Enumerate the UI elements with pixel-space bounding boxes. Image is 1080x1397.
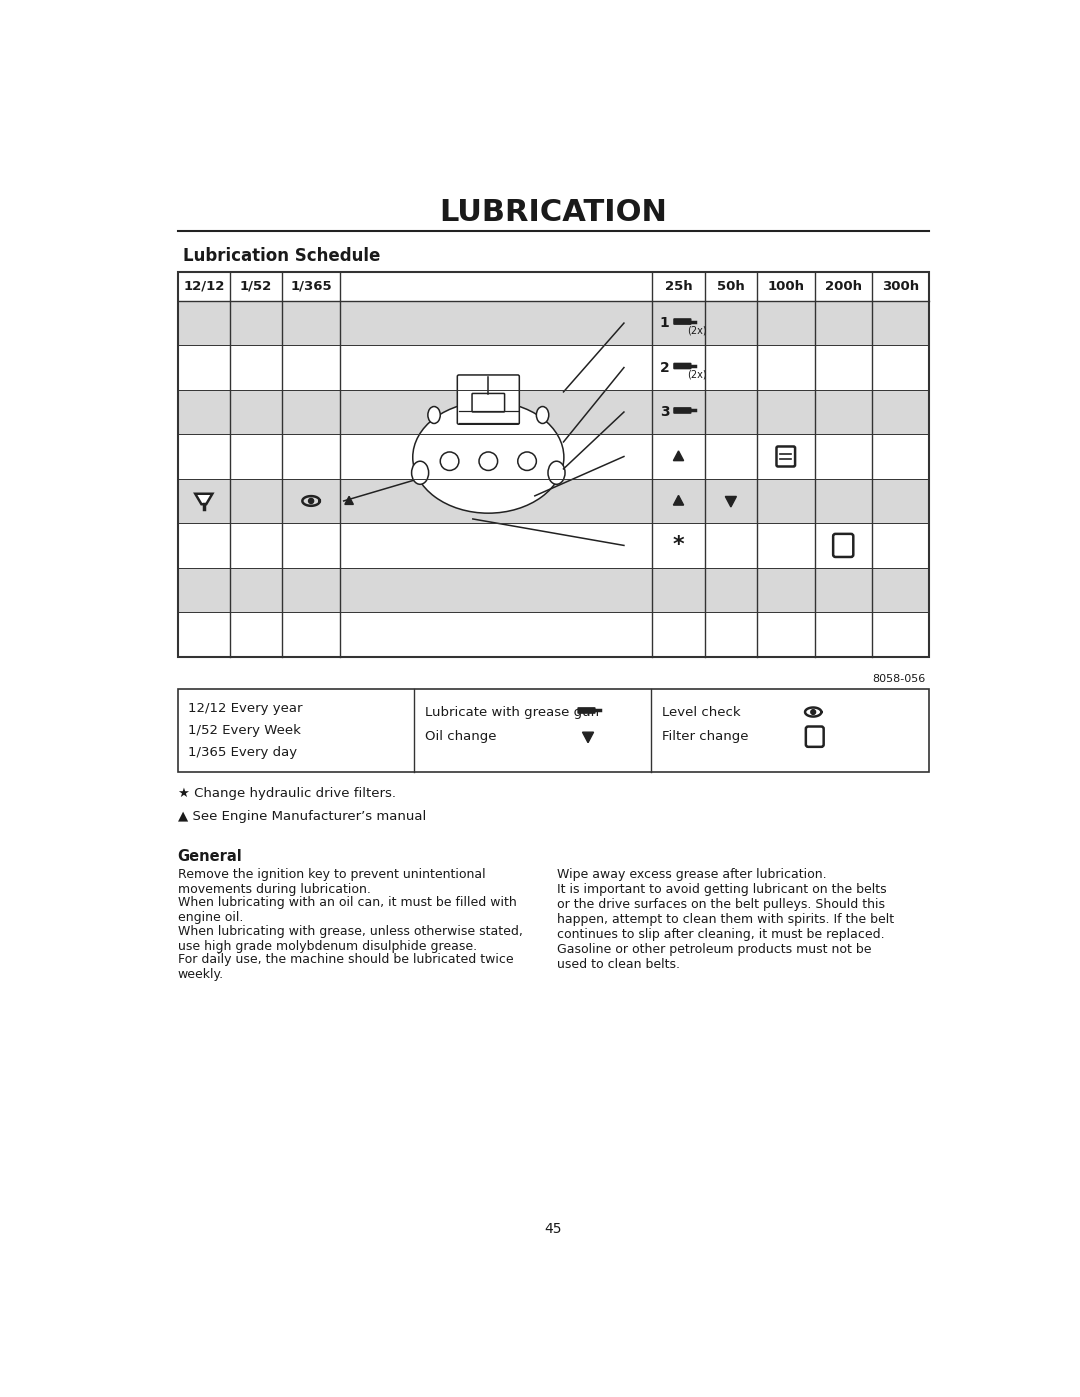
Polygon shape [674,451,684,461]
Bar [177,689,930,773]
Text: Lubrication Schedule: Lubrication Schedule [183,247,380,265]
Text: 3: 3 [660,405,670,419]
Text: ▲ See Engine Manufacturer’s manual: ▲ See Engine Manufacturer’s manual [177,810,426,823]
Text: (2x): (2x) [687,326,707,335]
Text: Oil change: Oil change [426,731,497,743]
Text: Filter change: Filter change [662,731,748,743]
Bar [177,271,930,300]
Text: ★ Change hydraulic drive filters.: ★ Change hydraulic drive filters. [177,787,395,800]
Text: LUBRICATION: LUBRICATION [440,198,667,226]
FancyBboxPatch shape [578,708,595,712]
Text: 1/365 Every day: 1/365 Every day [189,746,298,759]
Circle shape [441,453,459,471]
Text: 8058-056: 8058-056 [873,673,926,683]
Bar [177,479,930,524]
Bar [177,271,930,657]
Bar [177,434,930,479]
Text: Lubricate with grease gun: Lubricate with grease gun [426,705,599,718]
Text: 1/365: 1/365 [291,279,332,293]
Ellipse shape [548,461,565,485]
Bar [177,524,930,567]
Circle shape [811,710,815,714]
Text: 45: 45 [544,1222,563,1236]
Text: When lubricating with an oil can, it must be filled with
engine oil.: When lubricating with an oil can, it mus… [177,895,516,923]
Text: 1: 1 [660,316,670,330]
Bar [177,567,930,612]
FancyBboxPatch shape [674,319,691,324]
Text: 50h: 50h [717,279,745,293]
FancyBboxPatch shape [674,363,691,369]
Ellipse shape [537,407,549,423]
Text: (2x): (2x) [687,369,707,380]
Text: 1/52 Every Week: 1/52 Every Week [189,724,301,738]
Text: For daily use, the machine should be lubricated twice
weekly.: For daily use, the machine should be lub… [177,953,513,981]
Text: *: * [673,535,685,556]
Text: 100h: 100h [767,279,805,293]
Polygon shape [582,732,594,743]
Ellipse shape [428,407,441,423]
Text: 200h: 200h [825,279,862,293]
Bar [177,612,930,657]
Text: Level check: Level check [662,705,741,718]
FancyBboxPatch shape [457,374,519,425]
Bar [177,345,930,390]
Text: General: General [177,849,242,865]
Polygon shape [195,493,213,504]
Circle shape [309,499,313,503]
Polygon shape [345,496,353,504]
Text: 25h: 25h [664,279,692,293]
Polygon shape [674,496,684,506]
Text: 300h: 300h [882,279,919,293]
FancyBboxPatch shape [777,447,795,467]
FancyBboxPatch shape [833,534,853,557]
Text: 2: 2 [660,360,670,374]
Bar [177,390,930,434]
Ellipse shape [413,401,564,513]
FancyBboxPatch shape [806,726,824,747]
Text: 12/12: 12/12 [184,279,225,293]
Ellipse shape [411,461,429,485]
Circle shape [517,453,537,471]
Bar [177,300,930,345]
FancyBboxPatch shape [674,408,691,414]
Text: 1/52: 1/52 [240,279,272,293]
FancyBboxPatch shape [472,394,504,412]
Text: Remove the ignition key to prevent unintentional
movements during lubrication.: Remove the ignition key to prevent unint… [177,868,485,895]
Polygon shape [726,496,737,507]
Circle shape [480,453,498,471]
Text: Wipe away excess grease after lubrication.
It is important to avoid getting lubr: Wipe away excess grease after lubricatio… [557,868,894,971]
Text: 12/12 Every year: 12/12 Every year [189,703,303,715]
Text: When lubricating with grease, unless otherwise stated,
use high grade molybdenum: When lubricating with grease, unless oth… [177,925,523,953]
